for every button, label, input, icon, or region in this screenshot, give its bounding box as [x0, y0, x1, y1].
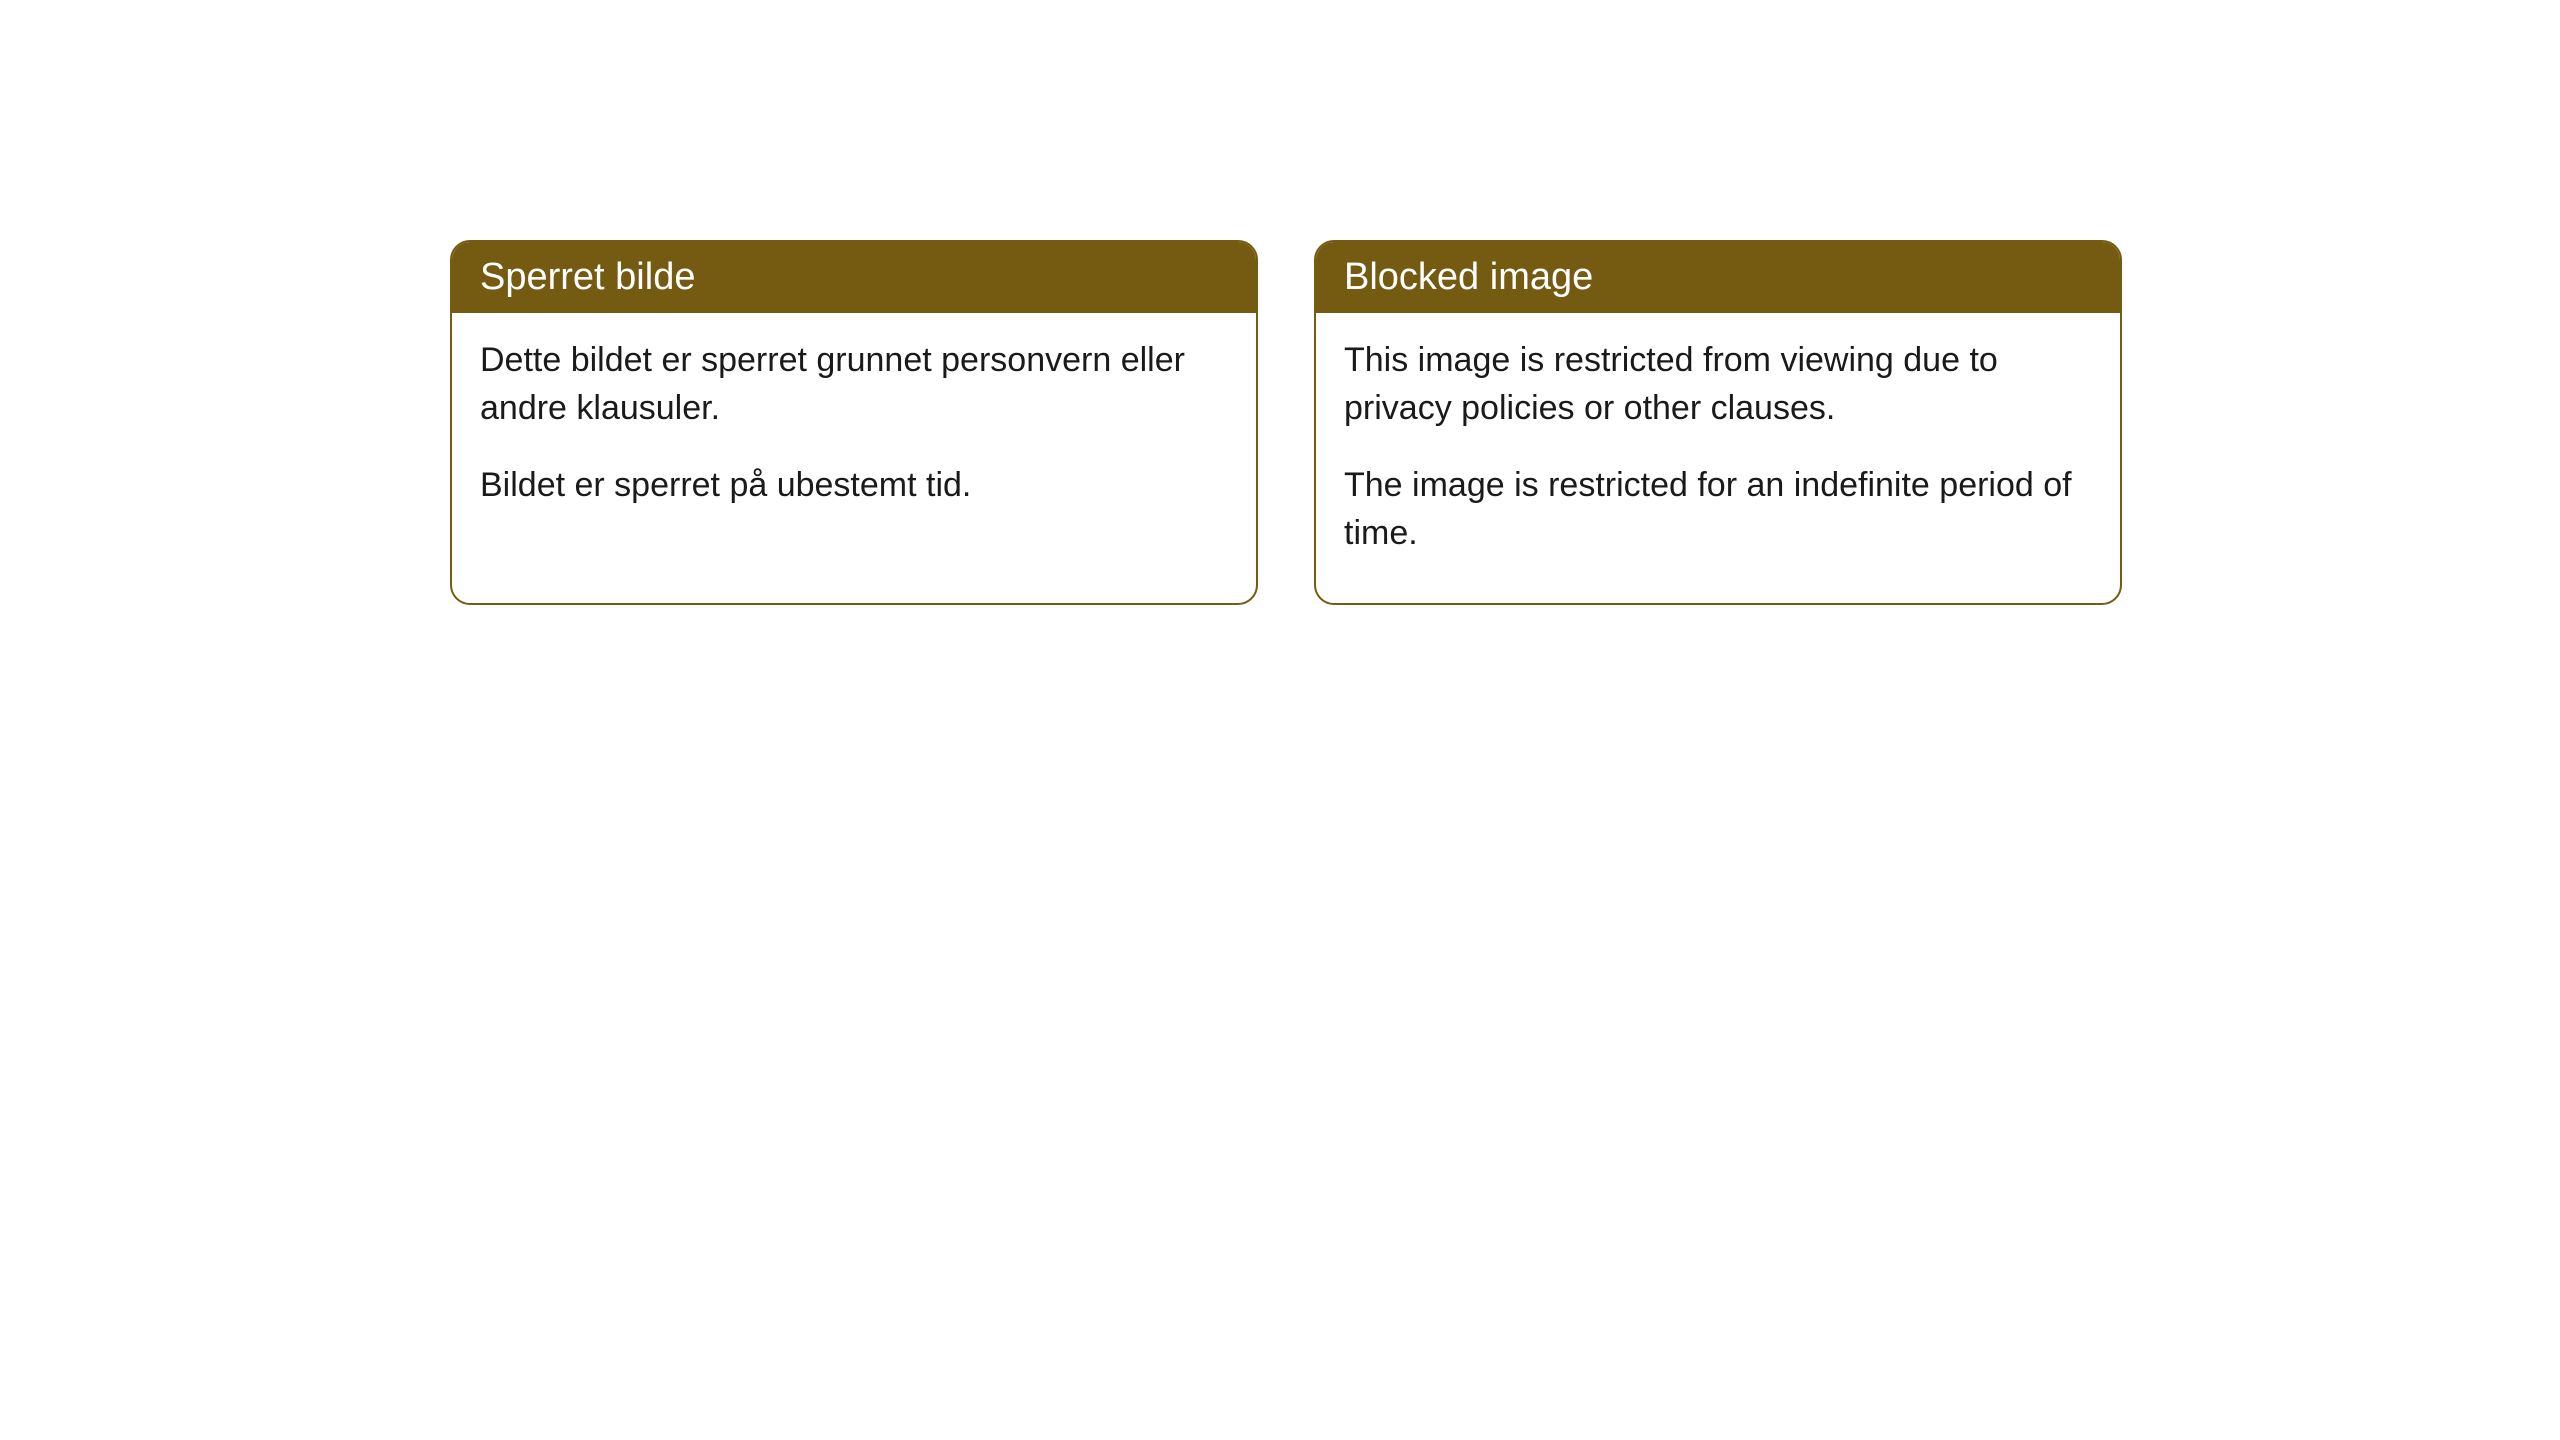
card-title: Blocked image [1344, 256, 1593, 298]
notice-card-english: Blocked image This image is restricted f… [1314, 240, 2122, 605]
card-paragraph-1: This image is restricted from viewing du… [1344, 337, 2092, 432]
card-paragraph-1: Dette bildet er sperret grunnet personve… [480, 337, 1228, 432]
card-header: Sperret bilde [452, 242, 1256, 313]
card-body: This image is restricted from viewing du… [1316, 313, 2120, 603]
notice-card-norwegian: Sperret bilde Dette bildet er sperret gr… [450, 240, 1258, 605]
card-body: Dette bildet er sperret grunnet personve… [452, 313, 1256, 556]
card-header: Blocked image [1316, 242, 2120, 313]
card-paragraph-2: The image is restricted for an indefinit… [1344, 462, 2092, 557]
notice-cards-container: Sperret bilde Dette bildet er sperret gr… [450, 240, 2122, 605]
card-title: Sperret bilde [480, 256, 695, 298]
card-paragraph-2: Bildet er sperret på ubestemt tid. [480, 462, 1228, 510]
